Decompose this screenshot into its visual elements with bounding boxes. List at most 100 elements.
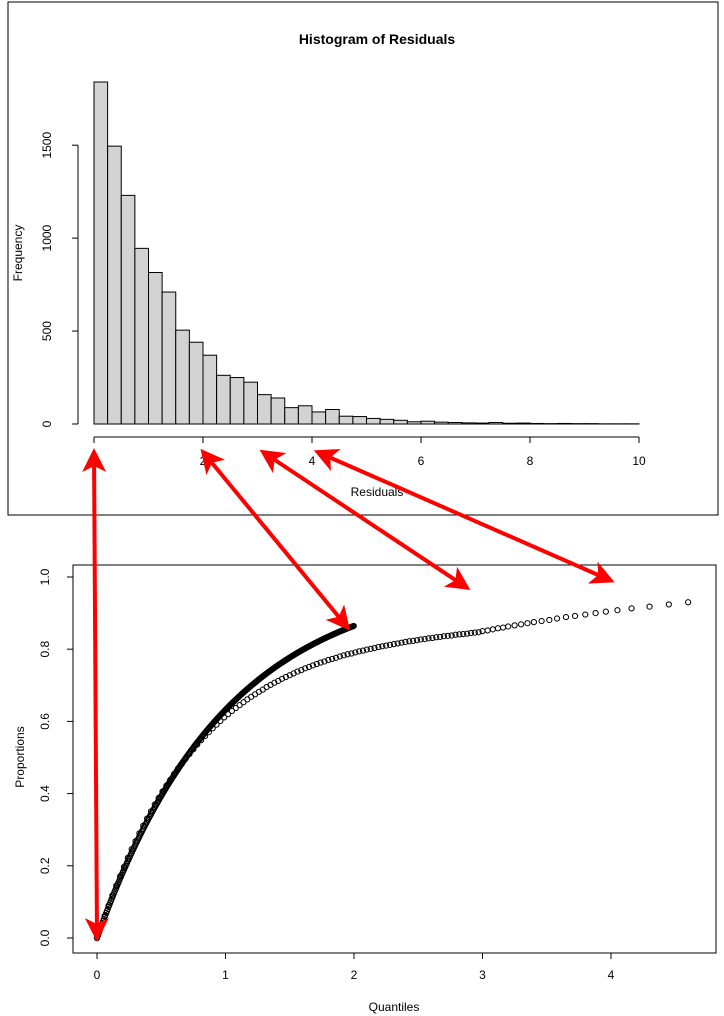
- histogram-bar: [352, 416, 367, 425]
- scatter-point: [665, 601, 672, 608]
- scatter-point: [398, 639, 405, 646]
- histogram-bar: [502, 422, 517, 425]
- histogram-bar: [325, 409, 340, 425]
- scatter-frame: [72, 564, 717, 954]
- histogram-x-tick-label: 8: [527, 454, 534, 468]
- scatter-point: [517, 621, 525, 628]
- scatter-point: [363, 646, 370, 653]
- histogram-bar: [284, 407, 299, 425]
- scatter-point: [463, 630, 471, 637]
- histogram-title: Histogram of Residuals: [299, 31, 456, 47]
- annotation-arrow: [82, 448, 109, 942]
- scatter-point: [484, 627, 491, 634]
- scatter-point: [350, 622, 357, 630]
- scatter-point: [232, 704, 239, 712]
- scatter-point: [505, 623, 512, 630]
- histogram-bar: [379, 418, 395, 425]
- histogram-bar: [475, 422, 490, 425]
- scatter-point: [471, 629, 478, 636]
- histogram-y-tick-label: 1500: [40, 132, 54, 159]
- scatter-point: [546, 616, 553, 624]
- annotation-arrows: [82, 448, 615, 942]
- histogram-bar: [107, 145, 122, 425]
- histogram-bar: [120, 194, 136, 425]
- scatter-point: [298, 667, 305, 674]
- scatter-point: [456, 631, 463, 638]
- histogram-bar: [338, 415, 354, 425]
- scatter-x-tick-label: 1: [222, 968, 229, 982]
- histogram-bar: [93, 81, 109, 425]
- histogram-bar: [148, 272, 163, 425]
- histogram-y-tick-label: 1000: [40, 224, 54, 251]
- histogram-y-axis: 0 500 1000 1500: [40, 132, 79, 427]
- scatter-point: [302, 665, 309, 672]
- histogram-ylabel: Frequency: [11, 225, 25, 282]
- scatter-point: [352, 649, 359, 656]
- scatter-point: [367, 645, 374, 652]
- scatter-point: [379, 643, 386, 650]
- scatter-point: [228, 707, 236, 715]
- scatter-y-tick-label: 0.4: [38, 785, 52, 802]
- scatter-point: [444, 632, 451, 639]
- scatter-point: [582, 611, 589, 618]
- histogram-x-tick-label: 4: [309, 454, 316, 468]
- histogram-bar: [134, 247, 149, 425]
- scatter-point: [278, 675, 286, 682]
- scatter-point: [646, 603, 653, 610]
- scatter-x-tick-label: 4: [608, 968, 615, 982]
- histogram-bar: [161, 291, 177, 425]
- histogram-panel: Histogram of Residuals Residuals Frequen…: [7, 1, 719, 516]
- scatter-point: [329, 655, 336, 663]
- scatter-point: [475, 629, 482, 636]
- scatter-y-tick-label: 0.0: [38, 929, 52, 946]
- histogram-bar: [529, 422, 545, 425]
- scatter-point: [336, 653, 343, 660]
- histogram-bar: [270, 397, 286, 425]
- histogram-bar: [229, 377, 245, 425]
- scatter-point: [553, 615, 561, 622]
- scatter-point: [413, 637, 421, 644]
- histogram-y-tick-label: 500: [40, 321, 54, 341]
- scatter-point: [511, 622, 518, 629]
- histogram-bar: [188, 341, 204, 425]
- scatter-point: [359, 647, 367, 654]
- scatter-panel: Quantiles Proportions 0 1 2 3 4 0.0 0.2 0.4 0.6…: [13, 564, 717, 1014]
- scatter-point: [309, 662, 316, 669]
- scatter-point: [452, 631, 459, 638]
- scatter-point: [530, 619, 538, 626]
- scatter-y-tick-label: 0.2: [38, 857, 52, 874]
- histogram-bar: [366, 417, 381, 425]
- scatter-point: [371, 645, 378, 652]
- histogram-bar: [420, 420, 436, 425]
- scatter-point: [290, 670, 297, 677]
- histogram-bar: [488, 422, 504, 425]
- histogram-bar: [434, 421, 449, 425]
- histogram-bar: [297, 405, 313, 425]
- scatter-point: [421, 635, 428, 643]
- scatter-point: [386, 641, 394, 648]
- scatter-point: [406, 638, 413, 645]
- histogram-bar: [243, 381, 258, 425]
- scatter-point: [448, 632, 455, 639]
- histogram-x-tick-label: 10: [632, 454, 646, 468]
- scatter-point: [433, 634, 440, 641]
- scatter-point: [282, 673, 289, 681]
- scatter-point: [332, 654, 340, 661]
- histogram-y-tick-label: 0: [40, 420, 54, 427]
- scatter-point: [440, 633, 448, 640]
- scatter-point: [294, 668, 301, 675]
- scatter-point: [305, 663, 313, 670]
- scatter-point: [390, 641, 397, 648]
- scatter-point: [685, 599, 692, 606]
- scatter-point: [417, 636, 424, 643]
- scatter-point: [394, 640, 401, 647]
- scatter-point: [538, 617, 545, 625]
- scatter-point: [410, 637, 417, 644]
- histogram-bar: [556, 422, 572, 425]
- scatter-xlabel: Quantiles: [369, 1000, 420, 1014]
- scatter-point: [460, 630, 467, 638]
- scatter-point: [562, 613, 570, 621]
- histogram-bar: [311, 411, 327, 425]
- scatter-point: [383, 642, 390, 649]
- scatter-x-tick-label: 2: [351, 968, 358, 982]
